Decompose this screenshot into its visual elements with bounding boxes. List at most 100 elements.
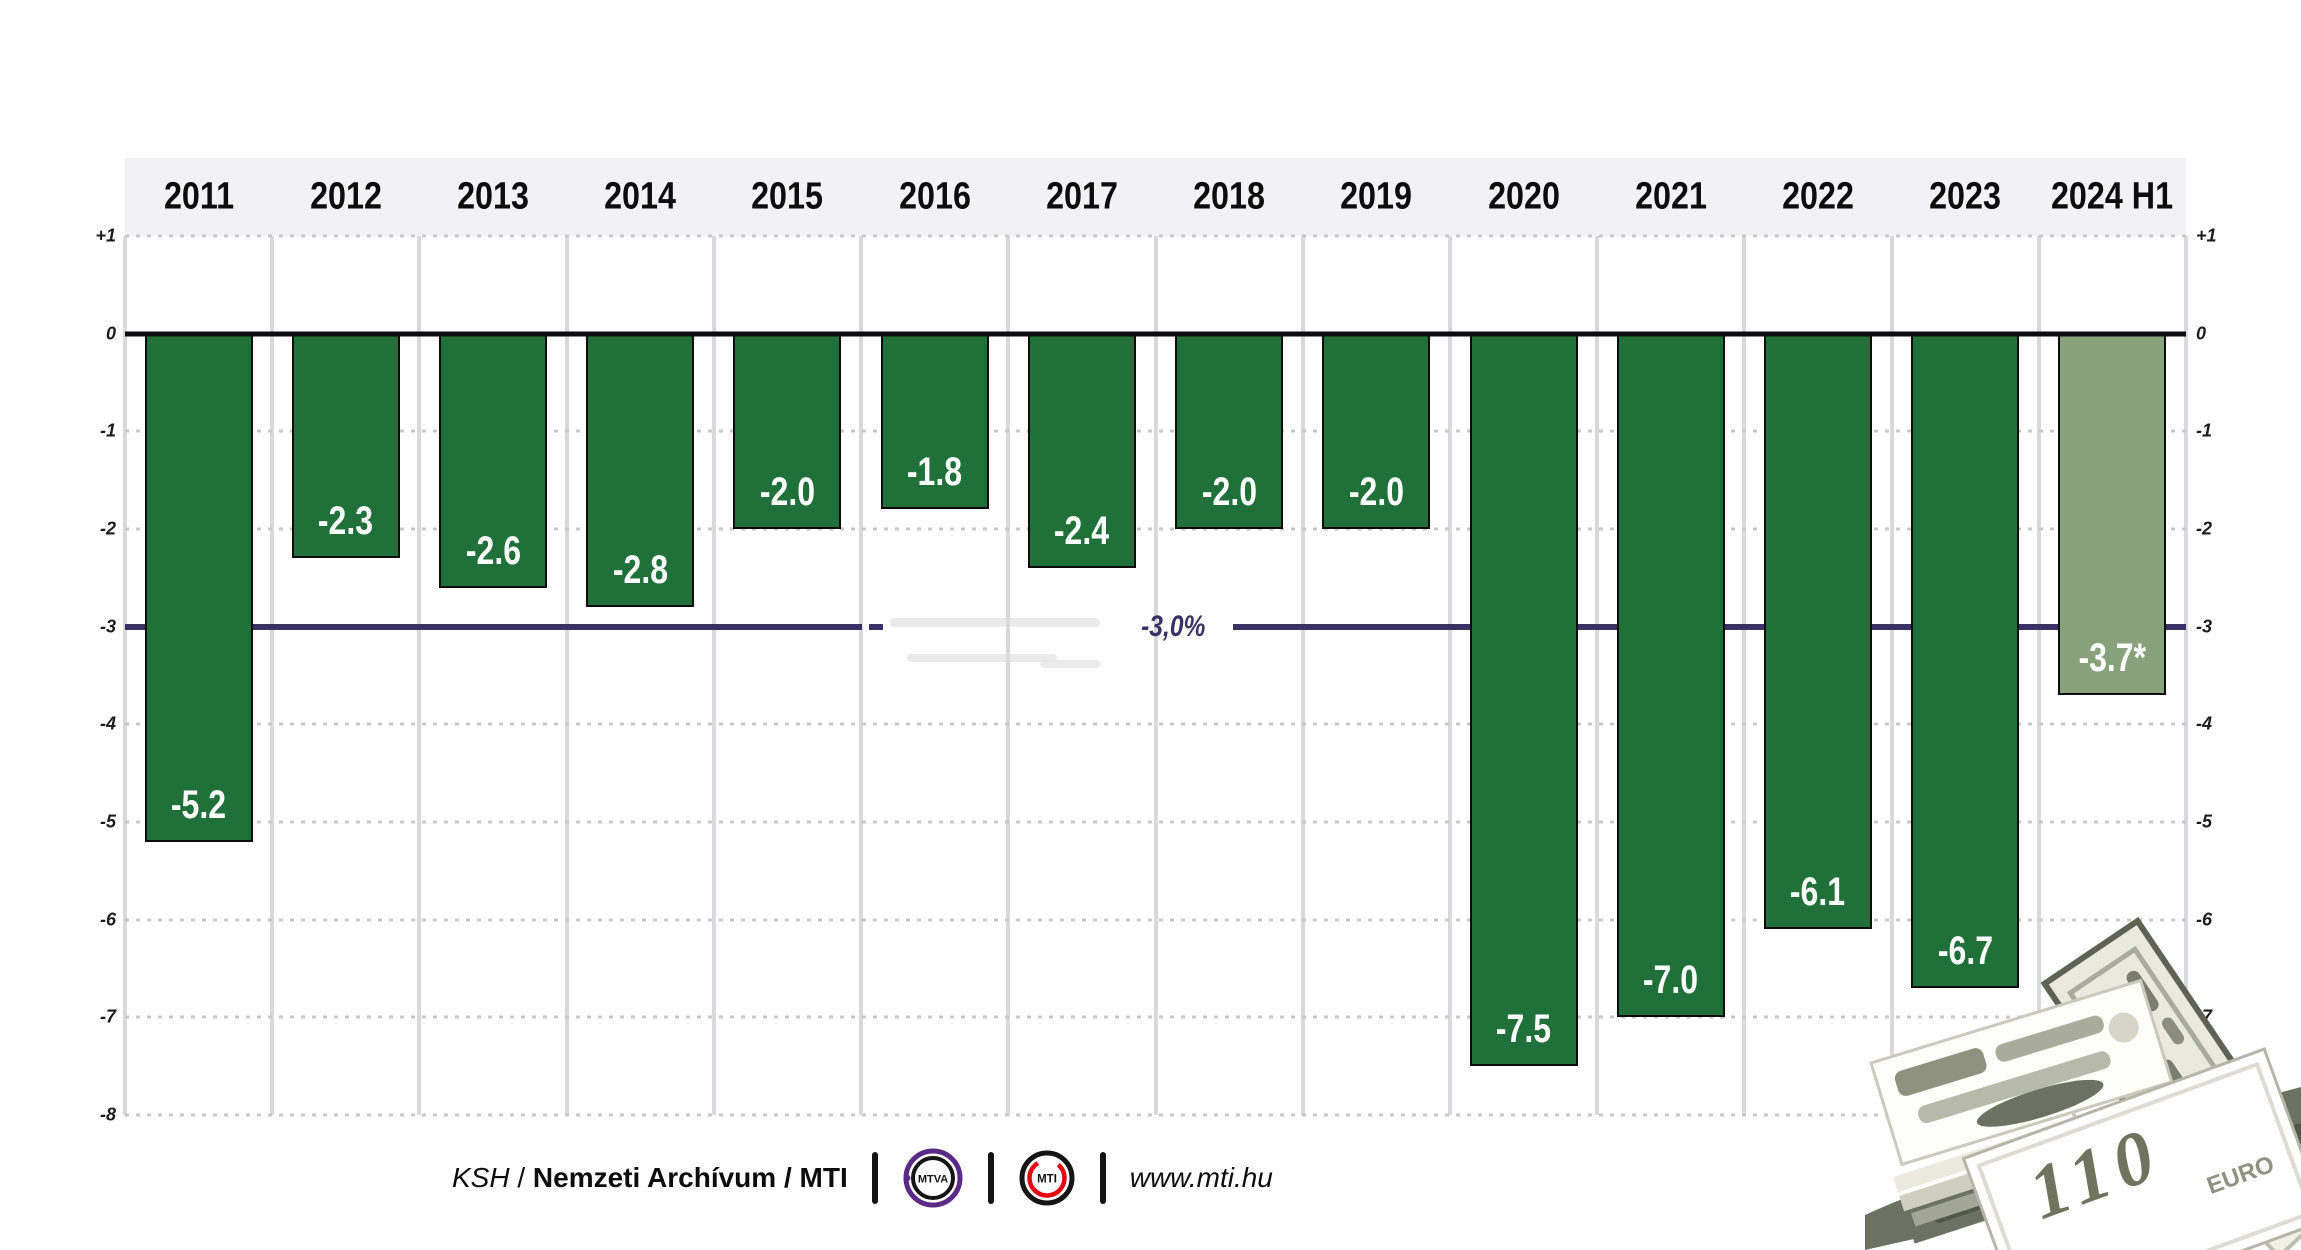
banknote-currency-text: EURO [2203, 1151, 2277, 1200]
website-link: www.mti.hu [1129, 1162, 1273, 1193]
source-sep: / [776, 1162, 800, 1193]
axis-tick-left: -2 [99, 518, 116, 539]
year-label: 2013 [457, 175, 529, 218]
source-mti: MTI [799, 1162, 848, 1193]
axis-tick-right: -6 [2196, 909, 2213, 930]
bar-value-label: -7.5 [1495, 1007, 1552, 1052]
bar-value-label: -2.0 [759, 469, 816, 514]
year-label: 2012 [309, 175, 382, 218]
axis-tick-right: -2 [2196, 518, 2213, 539]
bar-value-label: -2.6 [465, 528, 521, 573]
gridline-vertical [1889, 236, 1894, 1115]
gridline-vertical [417, 236, 422, 1115]
y-axis-right: +1 0 -1 -2 -3 -4 -5 -6 -7 -8 [2196, 226, 2266, 1125]
attribution-footer: KSH / Nemzeti Archívum / MTI MTVA MTI ww… [452, 1146, 1273, 1210]
bar-value-label: -2.4 [1054, 509, 1110, 554]
deficit-bar: -2.4 [1027, 333, 1136, 569]
mti-logo-icon: MTI [1019, 1150, 1075, 1206]
axis-tick-right: -3 [2196, 616, 2213, 637]
gridline-horizontal [125, 1113, 2186, 1117]
axis-tick-right: -7 [2196, 1006, 2213, 1027]
mtva-logo-icon: MTVA [903, 1148, 963, 1208]
deficit-bar: -6.1 [1763, 333, 1872, 930]
axis-tick-left: -1 [99, 420, 116, 441]
chart-figure: 2011 2012 2013 2014 2015 2016 2017 2018 2019 2020… [123, 158, 2188, 1117]
gridline-vertical [1742, 236, 1747, 1115]
gridline-vertical [270, 236, 275, 1115]
reference-line-segment [125, 623, 862, 630]
watermark-smudge [890, 618, 1100, 627]
bar-value-label: -2.8 [612, 548, 668, 593]
gridline-horizontal [125, 722, 2186, 726]
bar-value-label: -5.2 [171, 782, 227, 827]
source-sep: / [509, 1162, 533, 1193]
mti-logo-label: MTI [1037, 1174, 1057, 1186]
bar-value-label: -1.8 [907, 450, 963, 495]
axis-tick-left: -6 [99, 909, 116, 930]
zero-baseline [125, 331, 2186, 337]
separator-bar [1099, 1152, 1106, 1204]
axis-tick-right: 0 [2196, 323, 2207, 344]
axis-tick-left: 0 [105, 323, 116, 344]
gridline-horizontal [125, 429, 2186, 433]
gridline-vertical [123, 236, 127, 1115]
deficit-bar: -6.7 [1911, 333, 2020, 989]
source-credit: KSH / Nemzeti Archívum / MTI [452, 1162, 848, 1194]
year-label: 2016 [898, 175, 971, 218]
gridline-vertical [564, 236, 569, 1115]
source-archive: Nemzeti Archívum [532, 1162, 777, 1193]
watermark-smudge [907, 654, 1057, 662]
axis-tick-right: -8 [2196, 1104, 2213, 1125]
gridline-horizontal [125, 918, 2186, 922]
gridline-vertical [1447, 236, 1452, 1115]
year-label: 2018 [1193, 175, 1266, 218]
deficit-bar: -1.8 [880, 333, 989, 510]
gridline-vertical [1153, 236, 1158, 1115]
deficit-bar: -2.0 [1175, 333, 1284, 529]
year-label: 2019 [1340, 175, 1413, 218]
bar-value-label: -6.1 [1790, 870, 1846, 915]
axis-tick-left: -8 [99, 1104, 116, 1125]
bar-value-label: -2.3 [318, 499, 374, 544]
reference-line-segment [869, 623, 883, 630]
deficit-bar: -5.2 [144, 333, 253, 842]
deficit-bar: -2.3 [291, 333, 400, 559]
year-label: 2021 [1634, 175, 1707, 218]
deficit-bar: -2.8 [586, 333, 695, 608]
gridline-vertical [711, 236, 716, 1115]
axis-tick-left: -3 [99, 616, 116, 637]
axis-tick-left: -7 [99, 1006, 116, 1027]
gridline-vertical [2036, 236, 2041, 1115]
separator-bar [871, 1152, 878, 1204]
gridline-horizontal [125, 1015, 2186, 1019]
year-label: 2015 [751, 175, 824, 218]
gridline-horizontal [125, 234, 2186, 238]
mtva-logo-label: MTVA [918, 1174, 948, 1186]
axis-tick-right: +1 [2196, 225, 2217, 246]
deficit-bar: -2.0 [1322, 333, 1431, 529]
deficit-bar: -2.0 [733, 333, 842, 529]
axis-tick-right: -5 [2196, 811, 2213, 832]
year-label: 2023 [1929, 175, 2002, 218]
deficit-bar: -3.7* [2058, 333, 2167, 696]
deficit-bar: -2.6 [439, 333, 548, 588]
banknote-value-text: 110 [2018, 1111, 2172, 1236]
year-label: 2011 [163, 175, 234, 218]
year-label: 2014 [604, 175, 677, 218]
bar-value-label: -6.7 [1937, 929, 1993, 974]
y-axis-left: +1 0 -1 -2 -3 -4 -5 -6 -7 -8 [46, 226, 116, 1125]
gridline-vertical [1300, 236, 1305, 1115]
axis-tick-left: +1 [95, 225, 116, 246]
watermark-smudge [1040, 660, 1100, 668]
year-label: 2017 [1045, 175, 1118, 218]
deficit-bar: -7.5 [1469, 333, 1578, 1067]
year-label: 2024 H1 [2051, 175, 2174, 218]
gridline-horizontal [125, 820, 2186, 824]
bar-value-label: -7.0 [1643, 958, 1699, 1003]
year-label: 2020 [1487, 175, 1560, 218]
source-ksh: KSH [452, 1162, 510, 1193]
year-label: 2022 [1782, 175, 1854, 218]
plot-area: -3,0% -5.2 -2.3 -2.6 -2.8 -2.0 -1.8 -2.4 -2.0 -2.… [123, 234, 2188, 1117]
bar-value-label: -3.7* [2078, 636, 2147, 681]
